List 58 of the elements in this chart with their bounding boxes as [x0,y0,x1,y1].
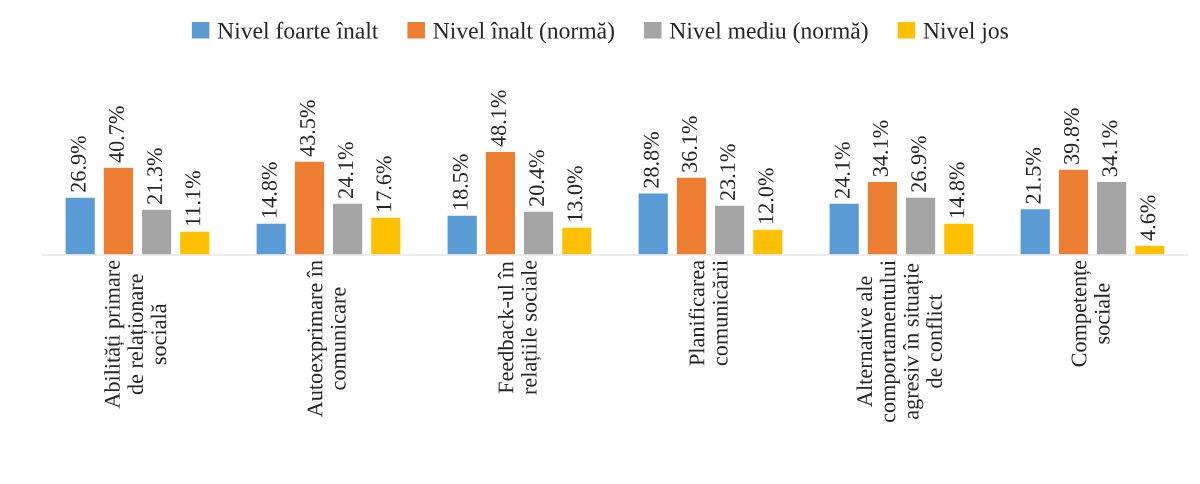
data-label: 4.6% [1140,195,1156,241]
x-tick-label: Alternative ale comportamentului agresiv în situație de conflict [856,260,942,423]
legend-label: Nivel jos [923,22,1008,44]
data-label: 11.1% [185,171,201,225]
bar [751,228,784,256]
data-label: 34.1% [1102,120,1118,177]
data-label: 43.5% [299,100,316,157]
bar [828,202,861,256]
bar [1095,180,1128,256]
bar [1133,244,1166,256]
bar [637,192,670,256]
data-label: 28.8% [643,132,659,188]
data-label: 26.9% [70,136,86,192]
bar [102,166,135,256]
bar [140,208,173,256]
bar [293,160,326,256]
data-label: 14.8% [949,162,965,217]
x-tick-label: Abilități primare de relaționare socială [104,260,167,409]
bar [331,202,364,256]
bar [560,226,593,256]
bar [1019,207,1052,256]
data-label: 24.1% [834,142,850,198]
bar [522,210,555,256]
bar [904,196,937,256]
bar [1057,168,1090,256]
bar [178,230,211,256]
data-label: 21.3% [147,148,163,204]
bar [369,216,402,256]
data-label: 14.8% [261,162,277,217]
data-label: 24.1% [338,142,354,198]
legend-label: Nivel mediu (normă) [669,22,868,44]
bar [64,196,97,256]
data-label: 48.1% [490,90,507,147]
data-label: 23.1% [720,144,736,201]
data-label: 12.0% [758,168,774,224]
bar [713,204,746,256]
data-label: 13.0% [567,166,583,221]
bar [446,214,479,256]
bar [942,222,975,256]
bar [866,180,899,256]
data-label: 34.1% [872,120,889,177]
x-tick-label: Competențe sociale [1071,260,1110,367]
data-label: 39.8% [1063,108,1080,164]
data-label: 20.4% [529,150,545,206]
x-tick-label: Autoexprimare în comunicare [306,260,346,418]
legend-label: Nivel înalt (normă) [433,22,614,44]
x-tick-label: Planificarea comunicării [688,260,728,366]
data-label: 36.1% [681,116,698,172]
data-label: 18.5% [452,154,468,209]
legend-label: Nivel foarte înalt [217,21,379,39]
data-label: 17.6% [376,156,392,211]
data-label: 40.7% [108,106,125,163]
x-tick-label: Feedback-ul în relațiile sociale [497,260,542,395]
data-label: 21.5% [1025,147,1041,204]
data-label: 26.9% [911,136,927,192]
bar [484,150,517,256]
bar [675,176,708,256]
bar [255,222,288,256]
